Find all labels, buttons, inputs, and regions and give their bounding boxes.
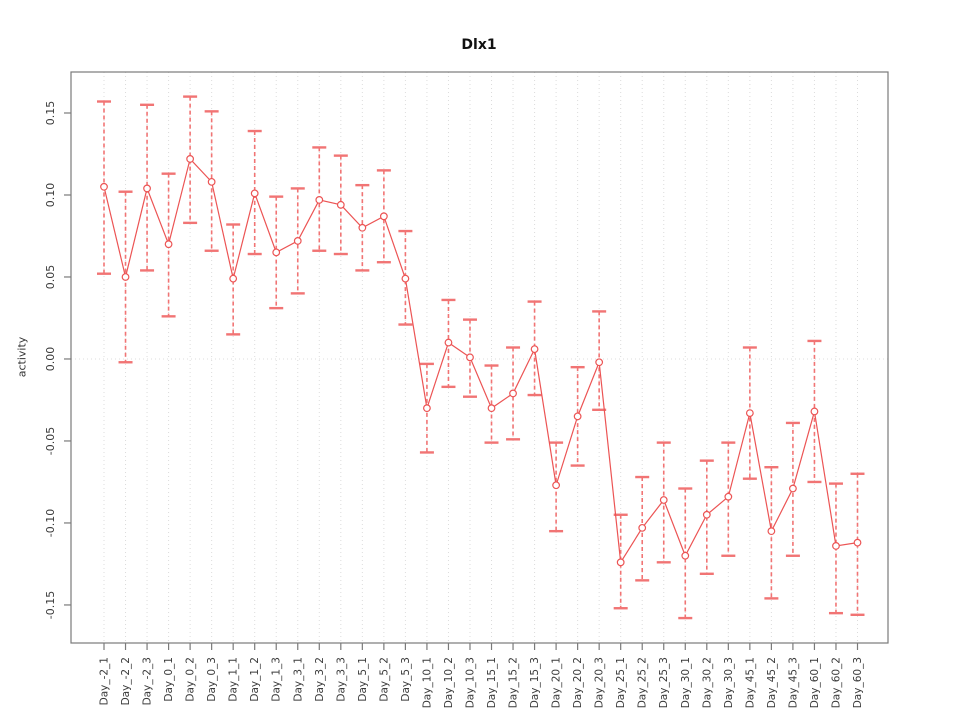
plot-frame	[70, 71, 889, 644]
x-tick-label: Day_5_2	[378, 657, 390, 702]
data-point	[100, 182, 108, 191]
y-tick-label: -0.15	[44, 591, 57, 619]
x-tick-label: Day_60_2	[830, 657, 842, 708]
error-bars	[97, 95, 865, 620]
x-tick-label: Day_1_1	[228, 657, 240, 702]
x-tick-label: Day_25_1	[615, 657, 627, 708]
x-tick-label: Day_0_3	[206, 657, 218, 702]
data-point	[681, 551, 690, 560]
x-tick-label: Day_25_2	[637, 657, 649, 708]
x-tick-label: Day_1_2	[249, 657, 261, 702]
x-tick-label: Day_10_3	[464, 657, 476, 708]
data-point	[229, 274, 238, 283]
data-point	[573, 412, 582, 421]
y-tick-label: 0.15	[44, 101, 57, 126]
data-point	[702, 510, 711, 519]
data-point	[250, 189, 259, 198]
x-tick-label: Day_45_1	[744, 657, 756, 708]
x-tick-label: Day_3_1	[292, 657, 304, 702]
y-tick-label: 0.05	[44, 265, 57, 290]
data-point	[595, 358, 604, 367]
data-point	[745, 409, 754, 417]
data-point	[509, 389, 517, 398]
data-point	[487, 404, 496, 413]
y-tick-label: 0.00	[44, 347, 57, 372]
x-tick-label: Day_3_2	[314, 657, 326, 702]
x-tick-label: Day_10_2	[443, 657, 455, 708]
data-point	[423, 404, 431, 413]
data-point	[379, 212, 388, 221]
data-point	[530, 345, 539, 354]
gridlines	[71, 72, 888, 643]
x-tick-label: Day_45_3	[787, 657, 799, 708]
x-tick-label: Day_5_3	[400, 657, 412, 702]
y-tick-label: -0.10	[44, 509, 57, 537]
data-point	[832, 542, 840, 550]
data-point	[143, 184, 151, 193]
x-axis: Day_-2_1 Day_-2_2 Day_-2_3 Day_0_1 Day_0_2 Da…	[99, 643, 864, 708]
data-point	[638, 523, 647, 532]
data-point	[336, 200, 345, 209]
data-point	[358, 223, 367, 232]
data-point	[767, 527, 776, 536]
data-point	[552, 481, 560, 490]
y-axis-title: activity	[15, 336, 29, 378]
y-axis: -0.15 -0.10 -0.05 0.00 0.05 0.10 0.15	[44, 101, 71, 619]
data-point	[724, 492, 733, 501]
data-point	[444, 338, 453, 347]
data-point	[810, 407, 819, 416]
x-tick-label: Day_0_1	[163, 657, 175, 702]
data-point	[315, 196, 324, 204]
data-point	[616, 558, 625, 567]
x-tick-label: Day_-2_3	[142, 657, 154, 705]
x-tick-label: Day_15_1	[486, 657, 498, 708]
x-tick-label: Day_45_2	[766, 657, 778, 708]
x-tick-label: Day_3_3	[335, 657, 347, 702]
x-tick-label: Day_15_3	[529, 657, 541, 708]
data-point	[164, 240, 173, 249]
x-tick-label: Day_30_1	[680, 657, 692, 708]
x-tick-label: Day_20_3	[594, 657, 606, 708]
x-tick-label: Day_1_3	[271, 657, 283, 702]
data-point	[466, 353, 474, 362]
data-point	[853, 538, 862, 547]
data-point	[121, 273, 130, 281]
x-tick-label: Day_-2_2	[120, 657, 132, 705]
x-tick-label: Day_60_3	[852, 657, 864, 708]
y-tick-label: 0.10	[44, 183, 57, 208]
x-tick-label: Day_20_1	[551, 657, 563, 708]
x-tick-label: Day_10_1	[421, 657, 433, 708]
x-tick-label: Day_5_1	[357, 657, 369, 702]
x-tick-label: Day_60_1	[809, 657, 821, 708]
data-point	[659, 496, 668, 504]
x-tick-label: Day_15_2	[508, 657, 520, 708]
x-tick-label: Day_30_3	[723, 657, 735, 708]
x-tick-label: Day_20_2	[572, 657, 584, 708]
x-tick-label: Day_0_2	[185, 657, 197, 702]
x-tick-label: Day_30_2	[701, 657, 713, 708]
y-tick-label: -0.05	[44, 427, 57, 455]
x-tick-label: Day_-2_1	[99, 657, 111, 705]
x-tick-label: Day_25_3	[658, 657, 670, 708]
data-point	[293, 237, 302, 245]
data-point	[272, 248, 281, 257]
data-point	[207, 177, 216, 186]
series-line	[103, 157, 858, 565]
chart-title: Dlx1	[461, 37, 497, 53]
data-point	[789, 484, 797, 493]
data-point	[401, 274, 410, 283]
data-points	[100, 155, 862, 567]
data-point	[186, 155, 195, 163]
